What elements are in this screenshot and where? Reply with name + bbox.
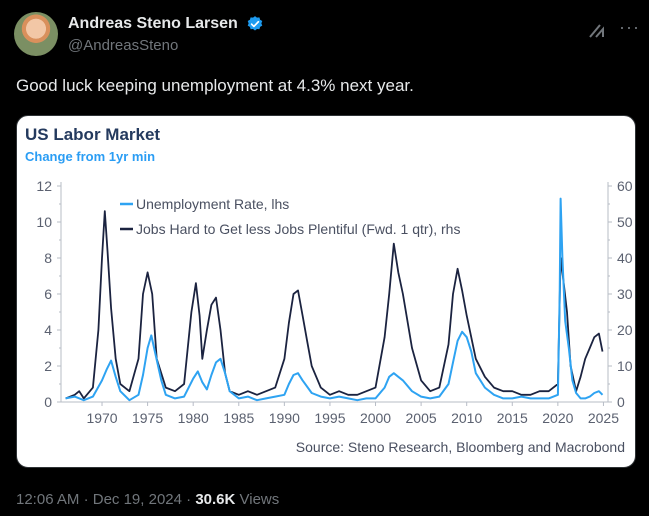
left-tick-label: 4 [44,322,52,338]
right-tick-label: 60 [617,178,633,194]
x-tick-label: 1980 [178,410,209,426]
left-tick-label: 0 [44,394,52,410]
left-tick-label: 2 [44,358,52,374]
right-tick-label: 10 [617,358,633,374]
chart-subtitle: Change from 1yr min [25,149,156,164]
views-label: Views [239,491,280,508]
chart-plot: 0 2 4 6 8 10 12 0 10 20 30 40 50 60 1970 1975 1980 1985 19… [36,178,633,455]
chart-image[interactable]: US Labor Market Change from 1yr min 0 2 4 6… [16,115,636,468]
x-tick-label: 1990 [269,410,300,426]
left-tick-label: 6 [44,286,52,302]
legend-label: Jobs Hard to Get less Jobs Plentiful (Fw… [136,221,460,237]
left-tick-label: 8 [44,250,52,266]
right-tick-label: 30 [617,286,633,302]
x-tick-label: 2020 [542,410,573,426]
grok-icon[interactable] [587,21,607,41]
tweet-time[interactable]: 12:06 AM [16,491,80,508]
separator: · [83,491,93,508]
separator: · [186,491,196,508]
more-icon[interactable]: ··· [619,17,640,37]
avatar[interactable] [14,12,58,56]
x-tick-label: 2005 [406,410,437,426]
chart-source: Source: Steno Research, Bloomberg and Ma… [296,439,625,455]
x-tick-label: 1975 [132,410,163,426]
x-tick-label: 1970 [86,410,117,426]
views-count: 30.6K [195,491,236,508]
x-tick-label: 2000 [360,410,391,426]
chart-title: US Labor Market [25,125,161,144]
x-tick-label: 2025 [588,410,619,426]
series-line-unemployment [65,197,604,402]
x-tick-label: 1995 [314,410,345,426]
x-tick-label: 2010 [451,410,482,426]
verified-badge-icon [247,16,263,31]
tweet-date[interactable]: Dec 19, 2024 [92,491,182,508]
left-tick-label: 12 [36,178,52,194]
author-handle[interactable]: @AndreasSteno [68,37,179,54]
author-name[interactable]: Andreas Steno Larsen [68,15,238,32]
x-tick-label: 1985 [223,410,254,426]
right-tick-label: 40 [617,250,633,266]
right-tick-label: 50 [617,214,633,230]
legend-label: Unemployment Rate, lhs [136,196,289,212]
series-line-jobs-hard-to-get [65,210,604,400]
tweet-header: Andreas Steno Larsen @AndreasSteno ··· [14,12,639,58]
tweet-meta: 12:06 AM · Dec 19, 2024 · 30.6K Views [16,491,279,508]
right-tick-label: 0 [617,394,625,410]
tweet-text: Good luck keeping unemployment at 4.3% n… [16,76,414,95]
right-tick-label: 20 [617,322,633,338]
left-tick-label: 10 [36,214,52,230]
x-tick-label: 2015 [497,410,528,426]
